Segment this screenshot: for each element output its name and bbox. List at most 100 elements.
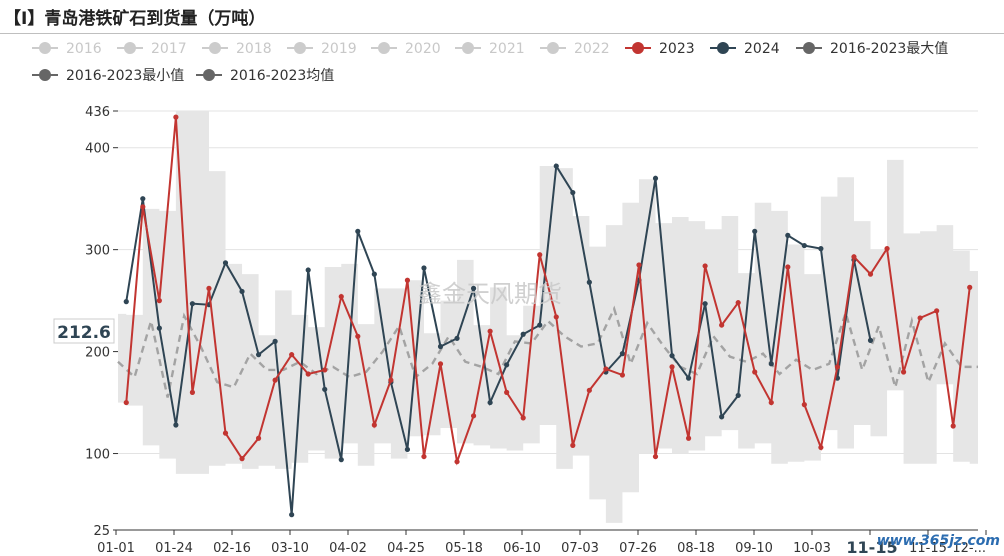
point-2024-11[interactable] xyxy=(305,267,311,273)
point-2023-6[interactable] xyxy=(222,430,229,436)
point-2024-2[interactable] xyxy=(156,325,162,331)
point-2023-42[interactable] xyxy=(818,444,824,451)
point-2024-3[interactable] xyxy=(173,422,179,428)
point-2024-45[interactable] xyxy=(867,337,874,343)
point-2024-0[interactable] xyxy=(123,299,129,305)
point-2023-34[interactable] xyxy=(685,435,692,441)
legend-item-5[interactable]: 2021 xyxy=(455,41,525,57)
point-2023-49[interactable] xyxy=(934,308,940,314)
point-2024-4[interactable] xyxy=(189,301,196,307)
point-2023-14[interactable] xyxy=(355,333,361,339)
legend-item-2[interactable]: 2018 xyxy=(202,41,272,57)
point-2023-10[interactable] xyxy=(289,352,295,358)
point-2023-15[interactable] xyxy=(371,422,377,428)
point-2024-19[interactable] xyxy=(437,343,444,350)
point-2023-51[interactable] xyxy=(967,284,973,290)
legend-item-11[interactable]: 2016-2023均值 xyxy=(196,68,334,84)
legend-item-8[interactable]: 2024 xyxy=(710,41,780,57)
point-2023-22[interactable] xyxy=(487,328,493,334)
point-2023-43[interactable] xyxy=(834,364,841,370)
point-2023-9[interactable] xyxy=(272,377,278,383)
point-2023-1[interactable] xyxy=(140,204,146,210)
point-2024-27[interactable] xyxy=(570,189,576,196)
point-2024-22[interactable] xyxy=(487,399,493,406)
point-2024-24[interactable] xyxy=(520,331,526,337)
point-2024-14[interactable] xyxy=(355,228,361,234)
point-2024-12[interactable] xyxy=(322,386,328,392)
point-2023-25[interactable] xyxy=(537,252,543,258)
point-2023-11[interactable] xyxy=(305,371,311,377)
point-2023-4[interactable] xyxy=(189,389,196,395)
legend-item-1[interactable]: 2017 xyxy=(117,41,187,57)
point-2023-19[interactable] xyxy=(437,361,444,367)
point-2023-29[interactable] xyxy=(603,366,609,372)
point-2023-21[interactable] xyxy=(470,413,477,419)
point-2024-42[interactable] xyxy=(818,246,824,252)
point-2023-27[interactable] xyxy=(570,442,576,448)
point-2024-21[interactable] xyxy=(470,285,477,291)
legend-item-10[interactable]: 2016-2023最小值 xyxy=(32,68,184,84)
point-2023-18[interactable] xyxy=(421,453,427,460)
point-2024-38[interactable] xyxy=(752,228,758,234)
point-2023-3[interactable] xyxy=(173,114,179,120)
legend-item-6[interactable]: 2022 xyxy=(540,41,610,57)
point-2023-20[interactable] xyxy=(454,459,460,465)
point-2023-48[interactable] xyxy=(917,315,923,321)
point-2023-2[interactable] xyxy=(156,298,162,304)
point-2024-28[interactable] xyxy=(586,279,592,285)
point-2024-34[interactable] xyxy=(685,375,692,381)
point-2024-26[interactable] xyxy=(553,163,559,169)
point-2024-8[interactable] xyxy=(255,352,262,358)
point-2024-33[interactable] xyxy=(669,353,675,359)
point-2023-16[interactable] xyxy=(388,377,394,383)
legend-item-3[interactable]: 2019 xyxy=(287,41,357,57)
point-2023-37[interactable] xyxy=(735,300,741,306)
point-2024-32[interactable] xyxy=(652,175,659,181)
point-2024-6[interactable] xyxy=(222,260,229,266)
point-2023-47[interactable] xyxy=(900,369,907,375)
legend-item-4[interactable]: 2020 xyxy=(371,41,441,57)
point-2024-37[interactable] xyxy=(735,392,741,399)
point-2023-7[interactable] xyxy=(239,456,245,462)
point-2024-40[interactable] xyxy=(785,232,791,238)
point-2023-23[interactable] xyxy=(504,389,510,395)
point-2023-8[interactable] xyxy=(255,435,262,441)
point-2024-15[interactable] xyxy=(371,271,377,277)
point-2024-10[interactable] xyxy=(289,512,295,518)
point-2023-50[interactable] xyxy=(950,423,956,429)
point-2023-5[interactable] xyxy=(206,285,212,291)
point-2023-40[interactable] xyxy=(785,264,791,270)
legend-item-7[interactable]: 2023 xyxy=(625,41,695,57)
point-2023-33[interactable] xyxy=(669,364,675,370)
point-2024-7[interactable] xyxy=(239,288,245,295)
point-2024-17[interactable] xyxy=(404,446,411,453)
point-2023-45[interactable] xyxy=(867,271,874,277)
point-2024-25[interactable] xyxy=(537,322,543,328)
point-2023-38[interactable] xyxy=(752,369,758,375)
point-2023-32[interactable] xyxy=(652,453,659,460)
point-2023-26[interactable] xyxy=(553,314,559,320)
point-2023-31[interactable] xyxy=(636,262,642,268)
point-2023-0[interactable] xyxy=(123,399,129,406)
point-2024-9[interactable] xyxy=(272,338,278,344)
point-2023-44[interactable] xyxy=(851,254,857,260)
point-2024-20[interactable] xyxy=(454,335,460,341)
point-2023-17[interactable] xyxy=(404,277,411,283)
point-2024-1[interactable] xyxy=(140,196,146,202)
legend-item-9[interactable]: 2016-2023最大值 xyxy=(796,41,948,57)
point-2023-35[interactable] xyxy=(702,263,708,269)
point-2024-18[interactable] xyxy=(421,265,427,271)
point-2024-30[interactable] xyxy=(619,351,626,357)
point-2023-24[interactable] xyxy=(520,415,526,421)
point-2024-23[interactable] xyxy=(504,362,510,368)
point-2023-30[interactable] xyxy=(619,372,626,378)
legend-item-0[interactable]: 2016 xyxy=(32,41,102,57)
point-2024-13[interactable] xyxy=(338,457,344,463)
point-2023-41[interactable] xyxy=(801,402,807,408)
point-2023-28[interactable] xyxy=(586,387,592,393)
point-2024-41[interactable] xyxy=(801,242,807,249)
point-2024-36[interactable] xyxy=(719,414,725,420)
point-2023-36[interactable] xyxy=(719,322,725,328)
point-2023-46[interactable] xyxy=(884,246,890,252)
point-2023-13[interactable] xyxy=(338,293,344,300)
